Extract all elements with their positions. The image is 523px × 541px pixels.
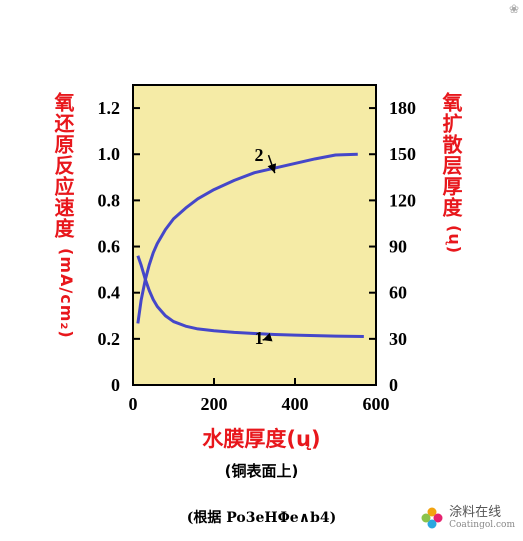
y-left-tick-label: 0.6 bbox=[98, 237, 121, 257]
y-left-tick-label: 1.2 bbox=[98, 98, 121, 118]
y-left-tick-label: 0.8 bbox=[98, 190, 121, 210]
x-axis-title: 水膜厚度(ų) bbox=[202, 427, 321, 451]
annotation-label-1: 1 bbox=[255, 328, 264, 348]
y-right-tick-label: 90 bbox=[389, 237, 407, 257]
annotation-label-2: 2 bbox=[255, 145, 264, 165]
y-left-tick-label: 0.2 bbox=[98, 329, 121, 349]
y-right-tick-label: 120 bbox=[389, 190, 416, 210]
y-right-tick-label: 60 bbox=[389, 283, 407, 303]
watermark-subtext: Coatingol.com bbox=[449, 520, 515, 530]
series-line-1 bbox=[136, 255, 364, 339]
x-axis-subtitle: (铜表面上) bbox=[224, 462, 299, 480]
source-note: (根据 Po3eHΦe∧b4) bbox=[186, 510, 337, 526]
y-left-tick-label: 1.0 bbox=[98, 144, 121, 164]
axis-tick-labels: 0 200 400 60000.20.40.60.81.01.203060901201… bbox=[98, 98, 417, 414]
pinwheel-logo-icon bbox=[421, 507, 443, 529]
y-axis-right-title: 氧扩散层厚度 bbox=[439, 92, 463, 218]
y-right-tick-label: 30 bbox=[389, 329, 407, 349]
y-axis-left-title: 氧还原反应速度 bbox=[51, 92, 75, 239]
axis-ticks bbox=[132, 107, 377, 386]
y-left-tick-label: 0.4 bbox=[98, 283, 121, 303]
x-tick-label: 200 bbox=[201, 394, 228, 414]
y-axis-right-unit: (ų) bbox=[445, 225, 464, 255]
watermark-text: 涂料在线 bbox=[449, 505, 502, 520]
y-axis-left-unit: (mA/cm₂) bbox=[57, 248, 76, 339]
annotations: 21 bbox=[255, 145, 277, 348]
y-right-tick-label: 0 bbox=[389, 375, 398, 395]
series-line-2 bbox=[136, 152, 358, 324]
x-tick-label: 600 bbox=[363, 394, 390, 414]
site-watermark: 涂料在线 Coatingol.com bbox=[419, 505, 515, 531]
annotation-arrow-1 bbox=[262, 332, 273, 342]
y-left-tick-label: 0 bbox=[111, 375, 120, 395]
x-tick-label: 0 bbox=[129, 394, 138, 414]
y-right-tick-label: 180 bbox=[389, 98, 416, 118]
x-tick-label: 400 bbox=[282, 394, 309, 414]
corner-watermark-icon: ❀ bbox=[508, 2, 519, 16]
series-lines bbox=[136, 152, 364, 339]
annotation-arrow-2 bbox=[267, 154, 277, 174]
y-right-tick-label: 150 bbox=[389, 144, 416, 164]
